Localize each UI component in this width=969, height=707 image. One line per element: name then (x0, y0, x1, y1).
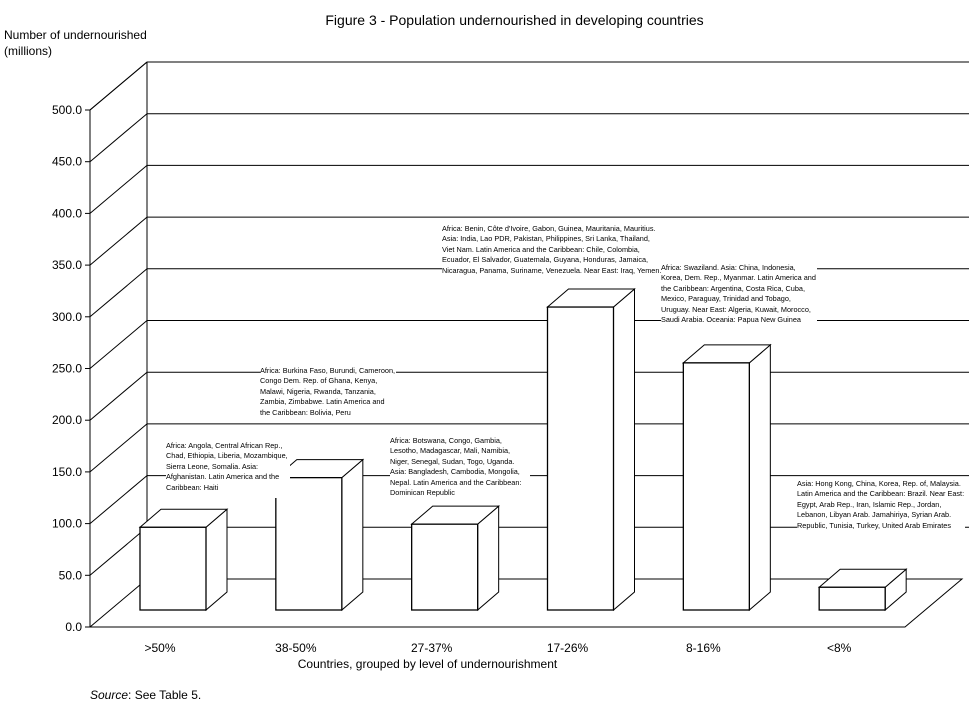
bar-3 (546, 306, 615, 611)
y-tick-label: 300.0 (52, 310, 82, 324)
side-gridline (89, 320, 148, 369)
y-tick-label: 0.0 (65, 620, 82, 634)
x-tick-label: 17-26% (547, 641, 589, 655)
y-tick-label: 50.0 (59, 568, 83, 582)
y-tick-label: 100.0 (52, 517, 82, 531)
bar-side (341, 458, 364, 612)
x-tick-label: 8-16% (686, 641, 721, 655)
annotation-38-50: Africa: Burkina Faso, Burundi, Cameroon,… (260, 366, 396, 419)
annotation-8-16: Africa: Swaziland. Asia: China, Indonesi… (661, 263, 817, 326)
side-gridline (89, 61, 148, 111)
x-tick-label: 38-50% (275, 641, 317, 655)
side-gridline (89, 423, 148, 473)
bar-2 (411, 523, 479, 611)
bar-1 (275, 476, 343, 611)
side-gridline (89, 113, 148, 163)
side-gridline (89, 165, 148, 214)
x-tick-label: <8% (827, 641, 852, 655)
bar-0 (139, 526, 207, 611)
x-tick-label: 27-37% (411, 641, 453, 655)
y-tick-label: 350.0 (52, 258, 82, 272)
source-note: Source: See Table 5. (90, 688, 201, 702)
annotation-17-26: Africa: Benin, Côte d'Ivoire, Gabon, Gui… (442, 224, 664, 277)
y-axis-label-line: Number of undernourished (4, 28, 147, 42)
y-tick-label: 150.0 (52, 465, 82, 479)
bar-side (748, 343, 771, 612)
source-text: : See Table 5. (128, 688, 202, 702)
side-gridline (89, 268, 148, 318)
side-gridline (89, 475, 148, 524)
chart-title: Figure 3 - Population undernourished in … (325, 12, 704, 28)
annotation-27-37: Africa: Botswana, Congo, Gambia, Lesotho… (390, 436, 530, 499)
x-axis-label: Countries, grouped by level of undernour… (297, 657, 558, 671)
bar-4 (682, 362, 750, 611)
x-tick-label: >50% (144, 641, 175, 655)
y-axis-label-line: (millions) (4, 44, 52, 58)
side-gridline (89, 371, 148, 421)
y-tick-label: 200.0 (52, 413, 82, 427)
y-tick-label: 400.0 (52, 206, 82, 220)
floor (88, 578, 964, 628)
bar-5 (818, 586, 886, 611)
annotation-gt50: Africa: Angola, Central African Rep., Ch… (166, 441, 290, 498)
y-tick-label: 450.0 (52, 155, 82, 169)
y-tick-label: 250.0 (52, 362, 82, 376)
bar-side (613, 287, 635, 612)
source-label: Source (90, 688, 129, 702)
y-axis-label: Number of undernourished (millions) (4, 27, 174, 59)
annotation-lt8: Asia: Hong Kong, China, Korea, Rep. of, … (797, 479, 965, 532)
side-gridline (89, 216, 148, 266)
y-tick-label: 500.0 (52, 103, 82, 117)
side-gridline (89, 526, 148, 576)
